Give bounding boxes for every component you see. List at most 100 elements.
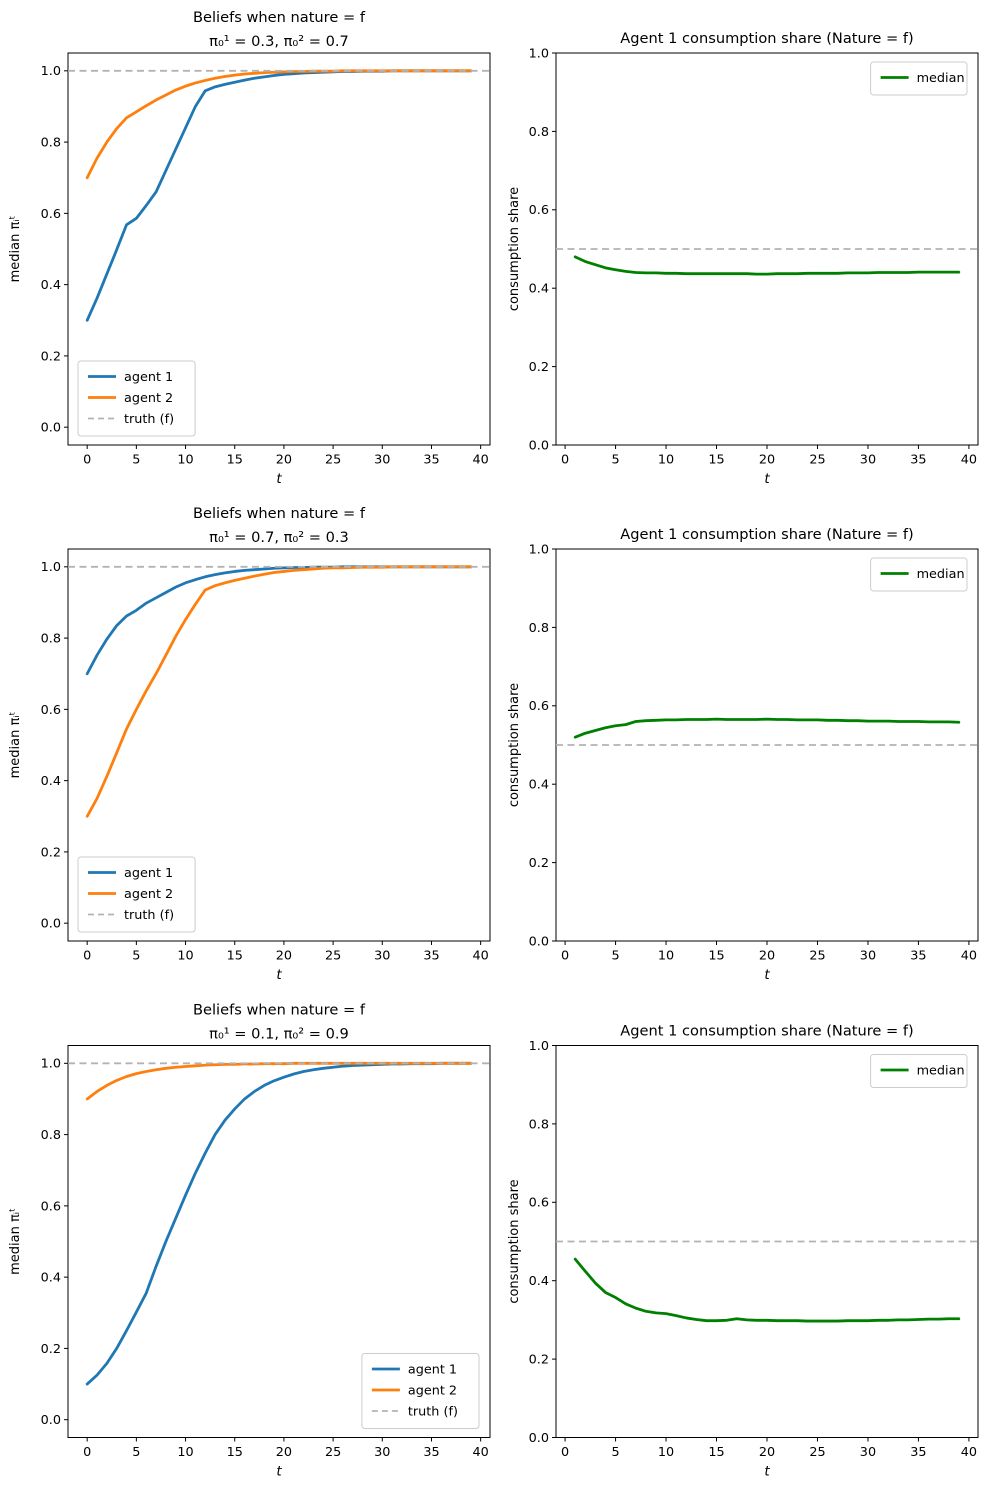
y-tick-label: 0.6 — [529, 203, 549, 218]
x-tick-label: 5 — [611, 453, 619, 468]
y-tick-label: 0.6 — [41, 1199, 61, 1214]
axes-box — [67, 548, 491, 942]
y-tick-label: 0.6 — [529, 1196, 549, 1211]
x-tick-label: 15 — [708, 949, 724, 964]
x-tick-label: 0 — [561, 1445, 569, 1460]
legend-label: truth (f) — [408, 1405, 458, 1420]
x-tick-label: 30 — [860, 1445, 876, 1460]
x-tick-label: 0 — [561, 949, 569, 964]
x-tick-label: 10 — [177, 949, 193, 964]
y-tick-label: 0.6 — [41, 703, 61, 718]
y-tick-label: 1.0 — [41, 64, 61, 79]
x-tick-label: 30 — [374, 453, 390, 468]
y-tick-label: 0.4 — [529, 282, 549, 297]
y-tick-label: 0.4 — [41, 1271, 61, 1286]
x-tick-label: 5 — [132, 1445, 140, 1460]
y-tick-label: 0.8 — [529, 125, 549, 140]
x-tick-label: 20 — [276, 1445, 292, 1460]
x-axis-label: t — [276, 1464, 282, 1480]
legend-box — [870, 557, 968, 592]
legend-label: median — [917, 567, 965, 582]
legend-box — [361, 1353, 480, 1429]
x-tick-label: 10 — [177, 453, 193, 468]
beliefs-row3-svg: Beliefs when nature = f π₀¹ = 0.1, π₀² = … — [8, 1002, 491, 1480]
x-tick-label: 35 — [910, 949, 926, 964]
x-tick-label: 10 — [658, 949, 674, 964]
x-tick-label: 25 — [809, 1445, 825, 1460]
y-tick-label: 0.4 — [41, 278, 61, 293]
x-axis-label: t — [764, 471, 770, 487]
y-tick-label: 0.2 — [41, 845, 61, 860]
beliefs-row2-svg: Beliefs when nature = f π₀¹ = 0.7, π₀² = … — [8, 505, 491, 983]
legend-box — [870, 1054, 968, 1088]
x-tick-label: 40 — [961, 1445, 977, 1460]
y-tick-label: 0.2 — [529, 1353, 549, 1368]
y-tick-label: 0.8 — [529, 621, 549, 636]
y-tick-label: 0.0 — [41, 917, 61, 932]
x-tick-label: 0 — [83, 453, 91, 468]
legend-box — [870, 61, 968, 96]
y-tick-label: 0.2 — [529, 856, 549, 871]
x-tick-label: 0 — [561, 453, 569, 468]
axes-box — [67, 1045, 491, 1438]
y-axis-label: median πᵢᵗ — [8, 1208, 23, 1275]
y-tick-label: 0.8 — [529, 1117, 549, 1132]
legend: median — [870, 1054, 968, 1088]
x-tick-label: 15 — [708, 1445, 724, 1460]
legend-box — [77, 856, 196, 933]
series-line-agent-1 — [85, 565, 473, 676]
legend-label: agent 2 — [124, 887, 173, 902]
chart-title: Beliefs when nature = f — [193, 505, 366, 522]
y-axis-label: consumption share — [507, 1179, 522, 1303]
x-tick-label: 20 — [759, 949, 775, 964]
x-tick-label: 15 — [708, 453, 724, 468]
panel-consumption-share-row3: Agent 1 consumption share (Nature = f) 0 5… — [494, 992, 988, 1489]
chart-subtitle: π₀¹ = 0.3, π₀² = 0.7 — [209, 33, 349, 50]
chart-title: Agent 1 consumption share (Nature = f) — [620, 30, 914, 47]
x-tick-label: 15 — [227, 453, 243, 468]
panel-beliefs-row3: Beliefs when nature = f π₀¹ = 0.1, π₀² = … — [0, 992, 494, 1489]
x-tick-label: 25 — [325, 453, 341, 468]
x-tick-label: 20 — [276, 453, 292, 468]
x-tick-label: 35 — [423, 949, 439, 964]
x-tick-label: 20 — [276, 949, 292, 964]
x-tick-label: 5 — [611, 949, 619, 964]
legend-label: agent 1 — [124, 370, 173, 385]
panel-consumption-share-row1: Agent 1 consumption share (Nature = f) 0 5… — [494, 0, 988, 496]
x-tick-label: 25 — [809, 949, 825, 964]
y-tick-label: 0.0 — [529, 1431, 549, 1446]
panel-beliefs-row2: Beliefs when nature = f π₀¹ = 0.7, π₀² = … — [0, 496, 494, 992]
x-tick-label: 40 — [961, 949, 977, 964]
y-tick-label: 0.2 — [41, 1342, 61, 1357]
legend: agent 1 agent 2 truth (f) — [361, 1353, 480, 1429]
legend-label: truth (f) — [124, 412, 174, 427]
y-axis-label: consumption share — [507, 187, 522, 311]
x-tick-label: 40 — [473, 949, 489, 964]
legend-label: agent 2 — [408, 1384, 457, 1399]
chart-title: Beliefs when nature = f — [193, 9, 366, 26]
y-tick-label: 1.0 — [529, 1039, 549, 1054]
y-tick-label: 0.6 — [529, 699, 549, 714]
legend-label: agent 2 — [124, 391, 173, 406]
y-axis-label: median πᵢᵗ — [8, 711, 23, 778]
y-tick-label: 0.8 — [41, 1128, 61, 1143]
y-tick-label: 0.4 — [41, 774, 61, 789]
x-axis-label: t — [764, 967, 770, 983]
chart-subtitle: π₀¹ = 0.7, π₀² = 0.3 — [209, 529, 349, 546]
series-line-agent-2 — [85, 1061, 473, 1101]
chart-title: Agent 1 consumption share (Nature = f) — [620, 1023, 914, 1040]
legend: agent 1 agent 2 truth (f) — [77, 856, 196, 933]
legend-label: median — [917, 1064, 965, 1079]
x-tick-label: 20 — [759, 453, 775, 468]
y-axis-label: consumption share — [507, 683, 522, 807]
chart-title: Agent 1 consumption share (Nature = f) — [620, 526, 914, 543]
x-tick-label: 35 — [910, 453, 926, 468]
series-line-median — [573, 255, 961, 276]
y-tick-label: 0.4 — [529, 778, 549, 793]
y-tick-label: 0.8 — [41, 135, 61, 150]
x-tick-label: 35 — [423, 1445, 439, 1460]
legend-label: agent 1 — [408, 1363, 457, 1378]
legend: median — [870, 61, 968, 96]
x-tick-label: 30 — [374, 1445, 390, 1460]
x-axis-label: t — [276, 471, 282, 487]
